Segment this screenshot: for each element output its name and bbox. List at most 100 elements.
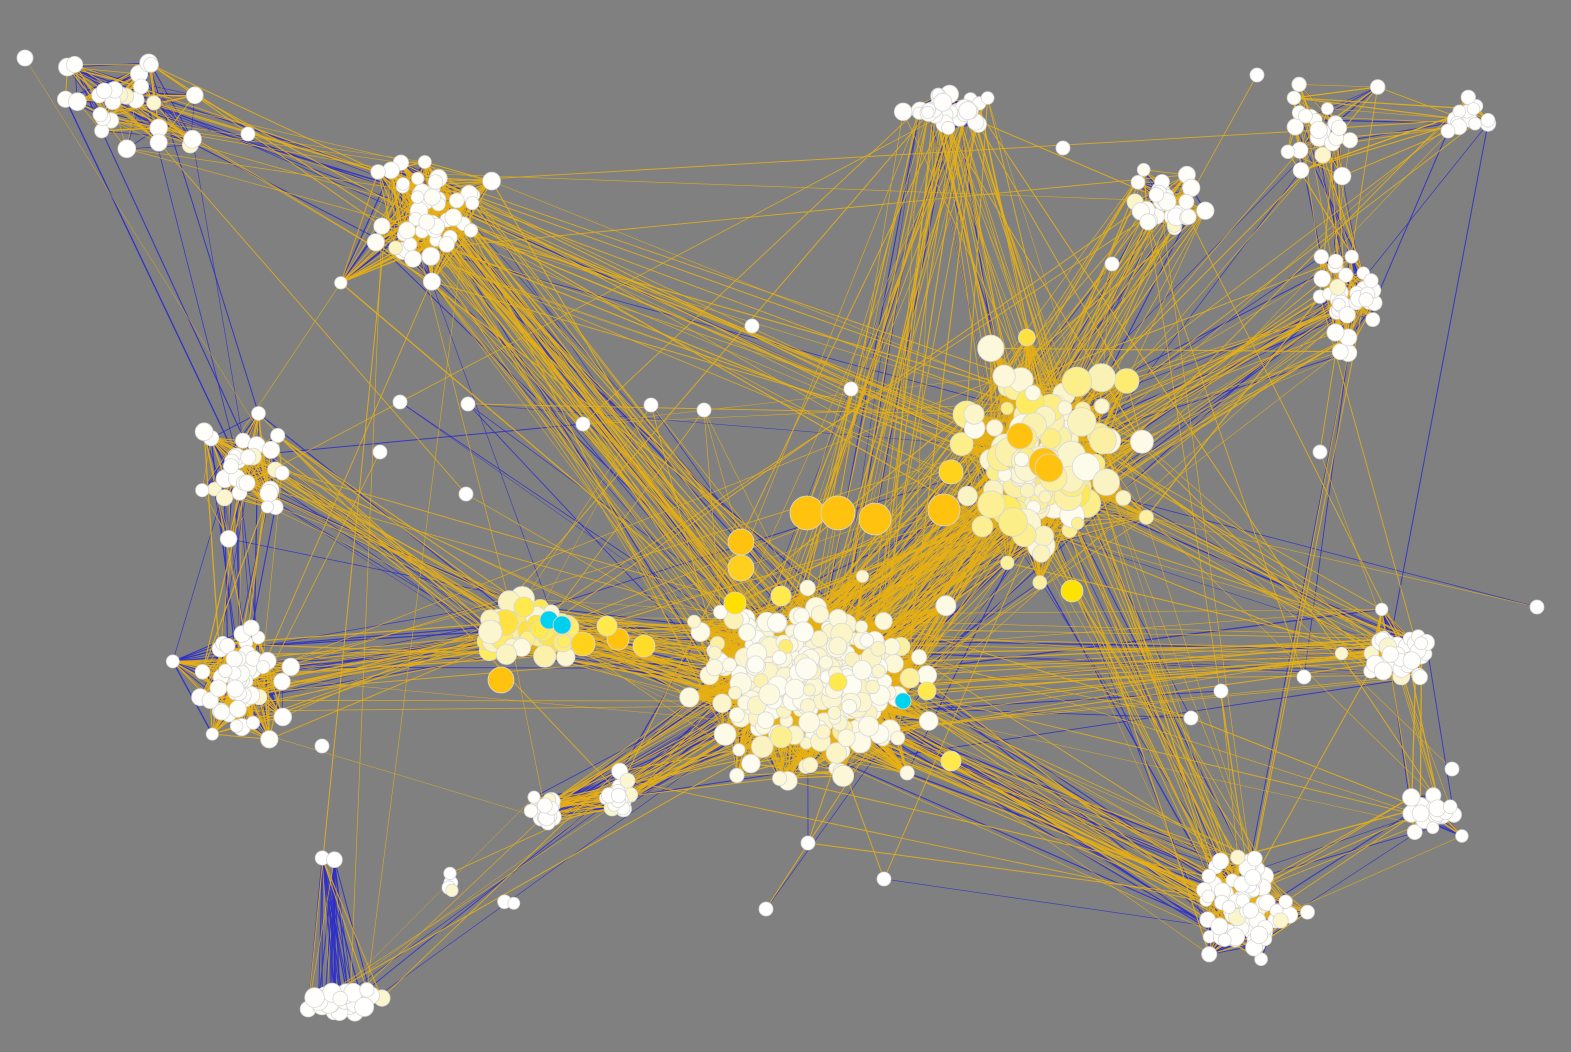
graph-node[interactable] (417, 155, 432, 169)
graph-node[interactable] (1452, 104, 1467, 119)
graph-node[interactable] (1466, 102, 1481, 116)
graph-node[interactable] (899, 765, 915, 781)
graph-node[interactable] (738, 623, 757, 642)
graph-node-orphan[interactable] (1183, 710, 1199, 726)
graph-node[interactable] (1442, 799, 1458, 814)
graph-node-orphan[interactable] (1104, 256, 1120, 272)
graph-node[interactable] (1342, 132, 1359, 149)
graph-node[interactable] (687, 614, 701, 629)
graph-node[interactable] (373, 217, 391, 235)
graph-node[interactable] (1089, 426, 1117, 455)
graph-node[interactable] (1242, 902, 1259, 919)
graph-node[interactable] (899, 668, 921, 689)
graph-node-orphan[interactable] (1444, 761, 1460, 777)
graph-node[interactable] (679, 687, 700, 708)
graph-node[interactable] (1013, 451, 1030, 468)
graph-node[interactable] (195, 483, 210, 498)
graph-node[interactable] (918, 711, 939, 731)
graph-node[interactable] (1326, 323, 1345, 342)
graph-node[interactable] (495, 643, 517, 665)
graph-node-orphan[interactable] (1213, 683, 1229, 699)
graph-node[interactable] (729, 707, 745, 723)
graph-node[interactable] (273, 707, 293, 727)
graph-node-orphan[interactable] (800, 835, 816, 851)
graph-node[interactable] (772, 650, 787, 665)
graph-node[interactable] (427, 174, 444, 190)
graph-node[interactable] (998, 507, 1028, 537)
graph-node[interactable] (1412, 669, 1428, 686)
graph-node[interactable] (1071, 516, 1085, 530)
graph-node[interactable] (610, 787, 627, 804)
graph-node[interactable] (226, 679, 245, 698)
graph-node[interactable] (1381, 645, 1399, 663)
graph-node[interactable] (1344, 249, 1359, 264)
graph-node[interactable] (443, 866, 457, 881)
graph-node[interactable] (810, 605, 830, 624)
graph-node-gold-hub[interactable] (513, 596, 535, 618)
graph-node[interactable] (242, 619, 260, 637)
graph-node-gold-hub[interactable] (858, 502, 892, 536)
graph-node-gold-hub[interactable] (789, 495, 825, 531)
graph-node-orphan[interactable] (643, 397, 659, 413)
graph-node[interactable] (1373, 661, 1393, 681)
graph-node-orphan[interactable] (314, 738, 330, 754)
graph-node[interactable] (1136, 163, 1151, 177)
graph-node-orphan[interactable] (392, 394, 408, 410)
graph-node[interactable] (799, 579, 816, 597)
graph-node[interactable] (871, 664, 886, 679)
graph-node[interactable] (1148, 187, 1165, 203)
graph-node[interactable] (482, 171, 501, 191)
graph-node[interactable] (507, 896, 521, 910)
graph-node[interactable] (793, 607, 810, 625)
graph-node[interactable] (95, 82, 113, 100)
graph-node[interactable] (270, 427, 286, 443)
graph-node[interactable] (756, 711, 775, 729)
graph-node[interactable] (958, 101, 978, 121)
graph-node-gold-hub[interactable] (596, 615, 618, 637)
graph-node[interactable] (438, 236, 455, 253)
graph-node[interactable] (712, 693, 732, 714)
graph-node-gold-hub[interactable] (917, 681, 937, 701)
graph-node-orphan[interactable] (1440, 123, 1456, 139)
graph-node[interactable] (1280, 144, 1296, 160)
graph-node[interactable] (1313, 270, 1331, 288)
graph-node[interactable] (949, 432, 974, 457)
graph-node-gold-hub[interactable] (632, 634, 656, 658)
graph-node[interactable] (798, 711, 820, 733)
graph-node[interactable] (281, 657, 300, 677)
graph-node[interactable] (769, 725, 793, 749)
graph-node[interactable] (1094, 398, 1110, 415)
graph-node[interactable] (66, 56, 84, 74)
graph-node[interactable] (259, 484, 279, 503)
graph-node[interactable] (1321, 102, 1334, 116)
graph-node[interactable] (911, 649, 928, 666)
graph-node[interactable] (228, 700, 247, 718)
graph-node[interactable] (146, 95, 162, 111)
graph-node[interactable] (1182, 178, 1201, 197)
graph-node[interactable] (1196, 201, 1215, 220)
graph-node[interactable] (1115, 490, 1132, 506)
graph-node[interactable] (218, 663, 233, 678)
graph-node-orphan[interactable] (696, 402, 712, 418)
graph-node[interactable] (1244, 869, 1262, 886)
graph-node[interactable] (1019, 482, 1036, 499)
graph-node[interactable] (1033, 525, 1054, 547)
graph-node-gold-hub[interactable] (927, 493, 961, 527)
graph-node[interactable] (92, 106, 109, 123)
graph-node[interactable] (941, 120, 956, 135)
graph-node[interactable] (1292, 162, 1310, 179)
graph-node[interactable] (1332, 297, 1346, 312)
graph-node[interactable] (421, 246, 441, 266)
graph-node[interactable] (388, 240, 403, 256)
graph-node-gold-hub[interactable] (1034, 453, 1064, 483)
graph-node[interactable] (1331, 343, 1349, 361)
graph-node[interactable] (802, 757, 819, 774)
graph-node[interactable] (410, 190, 425, 204)
graph-node-gold-hub[interactable] (938, 459, 964, 485)
graph-node[interactable] (977, 490, 1006, 519)
graph-node[interactable] (841, 698, 858, 715)
graph-node[interactable] (245, 715, 260, 730)
graph-node[interactable] (795, 657, 818, 680)
graph-node[interactable] (1329, 278, 1347, 296)
graph-node[interactable] (1286, 90, 1302, 106)
